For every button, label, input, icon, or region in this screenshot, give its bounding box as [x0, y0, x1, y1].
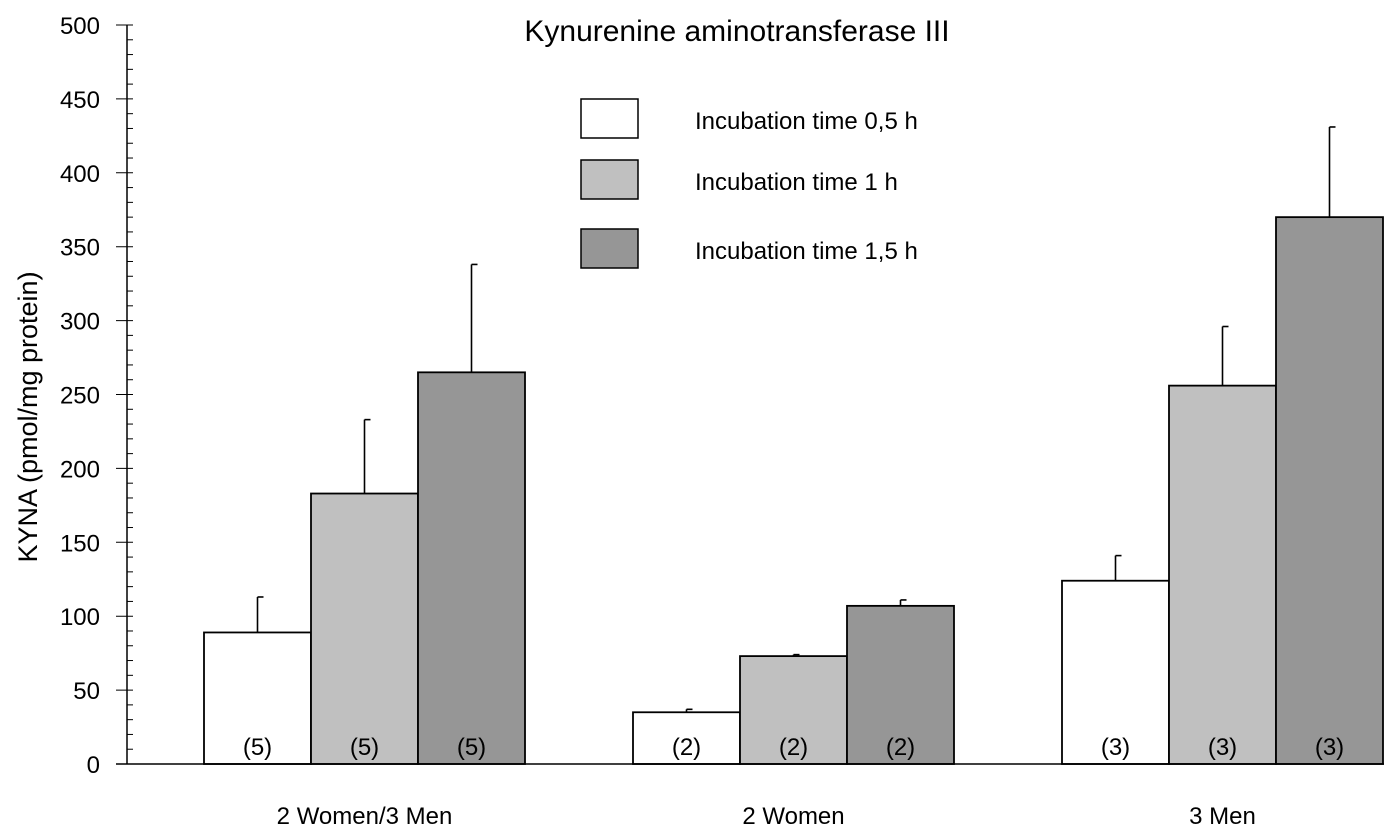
sample-size-label: (3) [1101, 734, 1130, 761]
y-tick-label: 250 [60, 383, 100, 410]
sample-size-label: (5) [243, 734, 272, 761]
y-tick-label: 450 [60, 87, 100, 114]
y-tick-label: 150 [60, 530, 100, 557]
legend-swatch [580, 228, 639, 269]
y-tick-label: 200 [60, 456, 100, 483]
category-label: 2 Women [742, 803, 844, 830]
bar [1168, 384, 1277, 765]
sample-size-label: (5) [350, 734, 379, 761]
y-axis-label: KYNA (pmol/mg protein) [13, 271, 43, 562]
legend: Incubation time 0,5 h Incubation time 1 h… [580, 98, 918, 269]
sample-size-label: (2) [779, 734, 808, 761]
y-tick-label: 400 [60, 161, 100, 188]
sample-size-label: (5) [457, 734, 486, 761]
legend-swatch [580, 98, 639, 139]
sample-size-label: (2) [672, 734, 701, 761]
y-tick-label: 500 [60, 13, 100, 40]
y-tick-label: 300 [60, 309, 100, 336]
chart-title: Kynurenine aminotransferase III [524, 15, 949, 48]
bar [1061, 579, 1170, 765]
category-labels: 2 Women/3 Men 2 Women 3 Men [277, 803, 1256, 830]
y-tick-label: 0 [87, 752, 100, 779]
bar [846, 604, 955, 765]
bar [310, 492, 419, 765]
sample-size-label: (2) [886, 734, 915, 761]
category-label: 3 Men [1189, 803, 1256, 830]
y-axis: 0 50 100 150 200 250 300 350 400 450 500 [60, 13, 133, 779]
sample-size-label: (3) [1208, 734, 1237, 761]
bar-series-group: (5) (5) (5) (2) (2) (2) (3) (3) (3) [116, 126, 1384, 765]
category-label: 2 Women/3 Men [277, 803, 453, 830]
y-tick-label: 50 [73, 678, 100, 705]
legend-label: Incubation time 0,5 h [695, 108, 918, 135]
y-tick-label: 350 [60, 235, 100, 262]
bar [1275, 216, 1384, 765]
legend-label: Incubation time 1 h [695, 169, 898, 196]
y-tick-label: 100 [60, 604, 100, 631]
bar [632, 711, 741, 765]
sample-size-label: (3) [1315, 734, 1344, 761]
legend-label: Incubation time 1,5 h [695, 238, 918, 265]
legend-swatch [580, 159, 639, 200]
bar [417, 371, 526, 765]
